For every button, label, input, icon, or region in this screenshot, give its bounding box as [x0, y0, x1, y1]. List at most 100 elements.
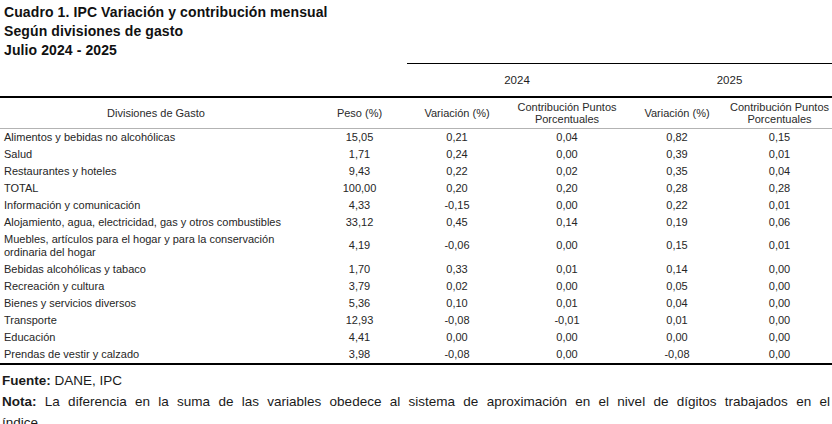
year-spacer-cell: [0, 64, 407, 97]
value-cell: 4,19: [312, 231, 407, 261]
table-row: Alojamiento, agua, electricidad, gas y o…: [0, 214, 832, 231]
value-cell: 0,04: [727, 163, 832, 180]
value-cell: 0,33: [407, 261, 507, 278]
table-row: Prendas de vestir y calzado3,98 -0,080,00…: [0, 346, 832, 364]
value-cell: 0,06: [727, 214, 832, 231]
value-cell: 0,01: [507, 261, 627, 278]
value-cell: -0,01: [507, 312, 627, 329]
value-cell: 0,04: [627, 295, 727, 312]
value-cell: 3,98: [312, 346, 407, 364]
value-cell: 0,02: [507, 163, 627, 180]
value-cell: 0,21: [407, 128, 507, 146]
division-cell: Salud: [0, 146, 312, 163]
value-cell: 0,22: [627, 197, 727, 214]
value-cell: 0,14: [627, 261, 727, 278]
value-cell: -0,15: [407, 197, 507, 214]
value-cell: 0,00: [507, 346, 627, 364]
value-cell: 0,04: [507, 128, 627, 146]
value-cell: 4,41: [312, 329, 407, 346]
value-cell: 0,22: [407, 163, 507, 180]
table-row: Bienes y servicios diversos5,360,100,010…: [0, 295, 832, 312]
value-cell: 0,00: [627, 329, 727, 346]
division-cell: Recreación y cultura: [0, 278, 312, 295]
table-row: Educación4,410,000,000,000,00: [0, 329, 832, 346]
table-row: Bebidas alcohólicas y tabaco1,700,330,01…: [0, 261, 832, 278]
value-cell: 0,15: [727, 128, 832, 146]
value-cell: 0,01: [627, 312, 727, 329]
value-cell: 15,05: [312, 128, 407, 146]
table-row: Información y comunicación4,33-0,150,000…: [0, 197, 832, 214]
division-cell: Alojamiento, agua, electricidad, gas y o…: [0, 214, 312, 231]
value-cell: 0,39: [627, 146, 727, 163]
source-line: Fuente: DANE, IPC: [2, 370, 830, 391]
value-cell: 33,12: [312, 214, 407, 231]
value-cell: 0,01: [727, 231, 832, 261]
value-cell: 0,00: [727, 295, 832, 312]
header-contribucion-2024: Contribución Puntos Porcentuales: [507, 97, 627, 129]
value-cell: 0,00: [727, 278, 832, 295]
note-line-1: Nota: La diferencia en la suma de las va…: [2, 391, 830, 412]
value-cell: -0,06: [407, 231, 507, 261]
value-cell: 0,00: [727, 261, 832, 278]
value-cell: 0,20: [507, 180, 627, 197]
note-label: Nota:: [2, 394, 37, 409]
table-body: Alimentos y bebidas no alcohólicas15,050…: [0, 128, 832, 364]
value-cell: 0,28: [727, 180, 832, 197]
table-row: Recreación y cultura3,790,020,000,050,00: [0, 278, 832, 295]
source-text: DANE, IPC: [51, 373, 122, 388]
value-cell: 5,36: [312, 295, 407, 312]
value-cell: 0,00: [507, 329, 627, 346]
value-cell: -0,08: [407, 312, 507, 329]
division-cell: Bebidas alcohólicas y tabaco: [0, 261, 312, 278]
value-cell: 9,43: [312, 163, 407, 180]
note-text: La diferencia en la suma de las variable…: [37, 394, 831, 409]
year-2024-label: 2024: [407, 64, 627, 97]
value-cell: 0,00: [507, 146, 627, 163]
division-cell: Transporte: [0, 312, 312, 329]
value-cell: 0,01: [727, 146, 832, 163]
value-cell: 0,10: [407, 295, 507, 312]
value-cell: 0,35: [627, 163, 727, 180]
value-cell: 100,00: [312, 180, 407, 197]
division-cell: Muebles, artículos para el hogar y para …: [0, 231, 312, 261]
value-cell: 0,02: [407, 278, 507, 295]
table-row: Restaurantes y hoteles9,430,220,020,350,…: [0, 163, 832, 180]
header-divisiones: Divisiones de Gasto: [0, 97, 312, 129]
source-label: Fuente:: [2, 373, 51, 388]
header-variacion-2024: Variación (%): [407, 97, 507, 129]
value-cell: -0,08: [627, 346, 727, 364]
report-page: Cuadro 1. IPC Variación y contribución m…: [0, 0, 832, 424]
value-cell: 12,93: [312, 312, 407, 329]
value-cell: 0,01: [727, 197, 832, 214]
column-header-row: Divisiones de Gasto Peso (%) Variación (…: [0, 97, 832, 129]
division-cell: Educación: [0, 329, 312, 346]
division-cell: Información y comunicación: [0, 197, 312, 214]
division-cell: TOTAL: [0, 180, 312, 197]
value-cell: 0,24: [407, 146, 507, 163]
value-cell: 0,28: [627, 180, 727, 197]
title-line-1: Cuadro 1. IPC Variación y contribución m…: [4, 3, 832, 22]
table-title: Cuadro 1. IPC Variación y contribución m…: [0, 0, 832, 60]
value-cell: 0,01: [507, 295, 627, 312]
value-cell: 0,00: [407, 329, 507, 346]
table-footer: Fuente: DANE, IPC Nota: La diferencia en…: [0, 365, 832, 424]
table-row: Alimentos y bebidas no alcohólicas15,050…: [0, 128, 832, 146]
value-cell: 0,00: [727, 329, 832, 346]
value-cell: 1,70: [312, 261, 407, 278]
table-row: Muebles, artículos para el hogar y para …: [0, 231, 832, 261]
division-cell: Restaurantes y hoteles: [0, 163, 312, 180]
note-line-2: índice.: [2, 412, 830, 424]
value-cell: 0,00: [507, 231, 627, 261]
division-cell: Prendas de vestir y calzado: [0, 346, 312, 364]
table-row: Salud1,710,240,000,390,01: [0, 146, 832, 163]
table-row: TOTAL100,000,200,200,280,28: [0, 180, 832, 197]
year-group-row: 2024 2025: [0, 64, 832, 97]
value-cell: 0,00: [507, 197, 627, 214]
division-cell: Alimentos y bebidas no alcohólicas: [0, 128, 312, 146]
value-cell: 0,82: [627, 128, 727, 146]
header-contribucion-2025: Contribución Puntos Porcentuales: [727, 97, 832, 129]
value-cell: 4,33: [312, 197, 407, 214]
value-cell: 0,14: [507, 214, 627, 231]
header-variacion-2025: Variación (%): [627, 97, 727, 129]
table-row: Transporte12,93-0,08-0,010,010,00: [0, 312, 832, 329]
